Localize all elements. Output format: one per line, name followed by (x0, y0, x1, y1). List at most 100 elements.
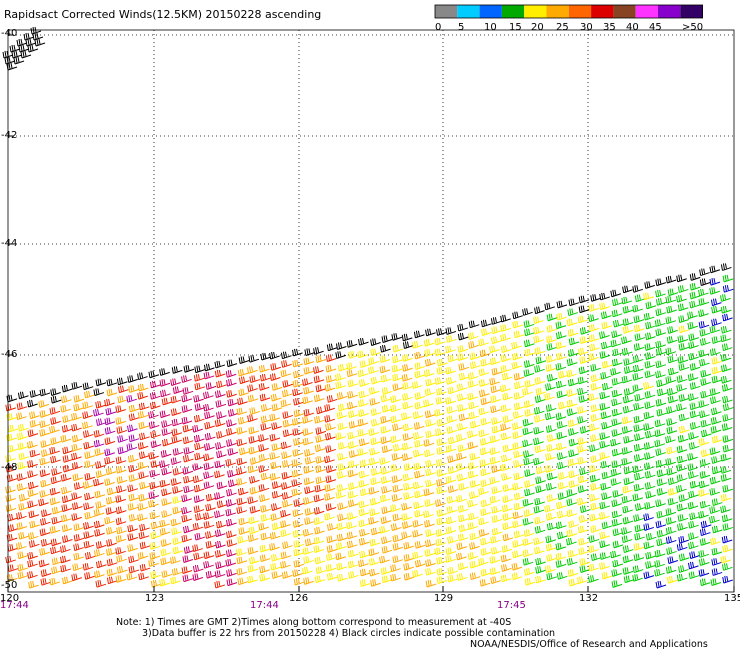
wind-barb (656, 469, 668, 478)
wind-barb (612, 490, 624, 498)
wind-barb (601, 321, 613, 330)
wind-barb (159, 460, 170, 468)
wind-barb (104, 417, 116, 426)
wind-barb (644, 281, 655, 289)
wind-barb (127, 484, 138, 493)
wind-barb (347, 482, 359, 491)
wind-barb (468, 491, 480, 500)
wind-barb (557, 461, 568, 470)
wind-barb (545, 364, 557, 372)
wind-barb (512, 520, 523, 529)
wind-barb (612, 559, 623, 568)
wind-barb (467, 441, 479, 450)
wind-barb (699, 500, 711, 509)
wind-barb (480, 468, 491, 477)
wind-barb (71, 444, 83, 452)
wind-barb (611, 408, 623, 417)
wind-barb (248, 446, 260, 455)
wind-barb (522, 499, 534, 507)
wind-barb (567, 419, 579, 428)
wind-barb (698, 298, 710, 306)
wind-barb (215, 561, 226, 570)
wind-barb (634, 524, 646, 533)
wind-barb (205, 503, 216, 512)
wind-barb (203, 561, 214, 569)
wind-barb (171, 366, 183, 374)
wind-barb (436, 509, 448, 517)
wind-barb (18, 44, 30, 53)
wind-barb (513, 330, 525, 339)
wind-barb (458, 483, 469, 491)
wind-barb (280, 441, 292, 450)
wind-barb (720, 376, 732, 384)
wind-barb (436, 576, 448, 584)
wind-barb (381, 575, 393, 584)
wind-barb (655, 340, 666, 349)
wind-barb (346, 362, 357, 371)
wind-barb (258, 484, 270, 492)
wind-barb (698, 321, 710, 329)
wind-barb (489, 476, 500, 485)
wind-barb (269, 473, 281, 481)
wind-barb (335, 373, 346, 382)
wind-barb (566, 399, 578, 408)
wind-barb (566, 408, 578, 417)
wind-barb (678, 413, 690, 422)
wind-barb (172, 386, 184, 394)
wind-barb (633, 324, 645, 333)
wind-barb (303, 577, 314, 585)
wind-barb (326, 395, 338, 403)
wind-barb (447, 466, 459, 475)
wind-barb (303, 357, 315, 366)
wind-barb (644, 462, 655, 471)
wind-barb (678, 315, 689, 323)
wind-barb (457, 444, 469, 453)
wind-barb (359, 459, 371, 468)
wind-barb (38, 559, 50, 568)
wind-barb (115, 405, 126, 413)
wind-barb (336, 411, 348, 420)
wind-barb (689, 382, 701, 390)
wind-barb (523, 360, 535, 368)
wind-barb (313, 366, 324, 374)
wind-barb (588, 545, 599, 553)
wind-barb (337, 463, 349, 471)
wind-barb (524, 480, 535, 488)
wind-barb (106, 558, 118, 567)
wind-barb (577, 445, 588, 453)
wind-barb (281, 492, 293, 500)
wind-barb (94, 448, 106, 457)
wind-barb (533, 505, 545, 514)
wind-barb (137, 513, 148, 522)
wind-barb (105, 507, 117, 515)
wind-barb (523, 320, 535, 328)
wind-barb (225, 499, 237, 507)
wind-barb (172, 546, 184, 555)
wind-barb (622, 306, 634, 314)
wind-barb (654, 560, 665, 568)
wind-barb (313, 394, 325, 403)
wind-barb (687, 321, 699, 330)
wind-barb (401, 374, 413, 382)
wind-barb (172, 496, 183, 504)
wind-barb (96, 418, 107, 427)
wind-barb (622, 395, 634, 404)
wind-barb (183, 485, 194, 494)
wind-barb (447, 436, 459, 445)
wind-barb (688, 333, 700, 342)
wind-barb (720, 505, 731, 514)
wind-barb (414, 490, 425, 499)
wind-barb (544, 565, 556, 574)
wind-barb (469, 572, 481, 581)
wind-barb (545, 535, 557, 544)
wind-barb (424, 449, 435, 458)
wind-barb (489, 556, 501, 564)
wind-barb (313, 507, 325, 515)
wind-barb (599, 441, 610, 449)
wind-barb (280, 351, 292, 360)
wind-barb (500, 324, 511, 332)
lat-label-42: -42 (1, 130, 18, 141)
wind-barb (303, 556, 314, 564)
wind-barb (93, 388, 105, 397)
wind-barb (148, 559, 159, 567)
